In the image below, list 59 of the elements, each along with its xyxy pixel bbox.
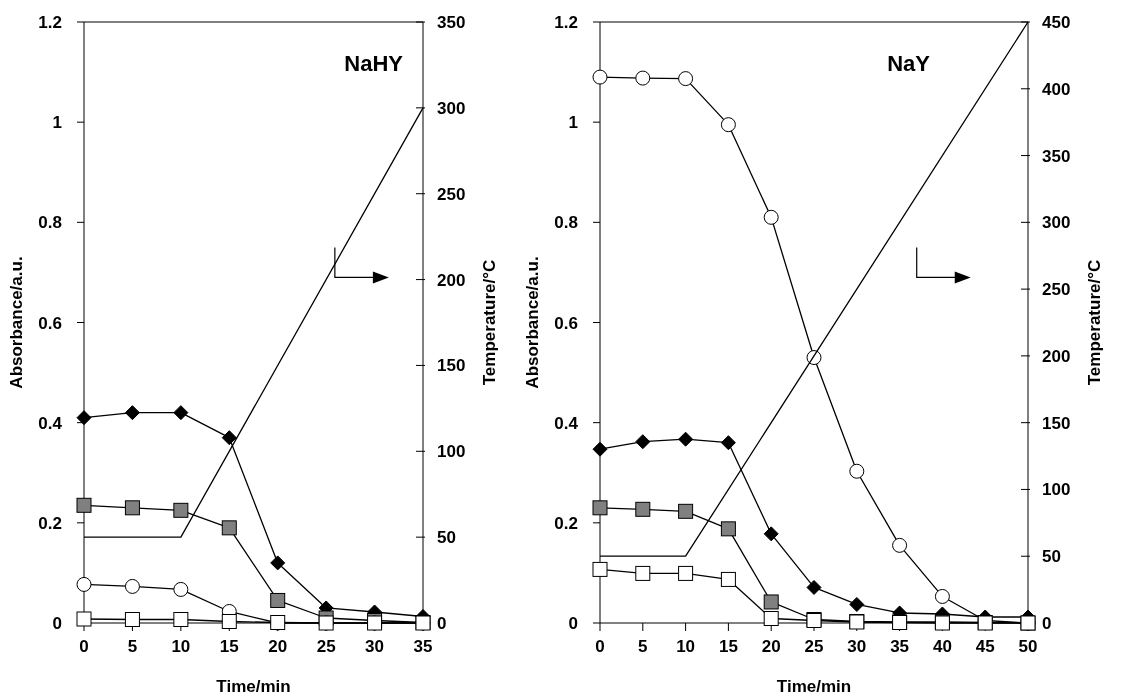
x-tick-label: 50 (1018, 637, 1038, 656)
y-tick-label: 0.4 (554, 413, 579, 433)
y-axis-title: Absorbance/a.u. (523, 256, 542, 389)
y-tick-label: 0.2 (38, 513, 62, 533)
x-tick-label: 0 (79, 637, 89, 656)
x-tick-label: 15 (219, 637, 239, 656)
y2-tick-label: 0 (1042, 614, 1052, 633)
y2-tick-label: 150 (1042, 413, 1071, 433)
y2-tick-label: 50 (437, 528, 456, 548)
text: NaY (887, 51, 931, 76)
y-tick-label: 1.2 (554, 13, 578, 32)
y2-tick-label: 400 (1042, 79, 1071, 99)
y-tick-label: 0.4 (38, 413, 63, 433)
y2-tick-label: 350 (1042, 146, 1071, 166)
y-tick-label: 0.6 (554, 313, 578, 333)
x-axis-title: Time/min (776, 677, 852, 696)
x-tick-label: 35 (413, 637, 433, 656)
y2-tick-label: 300 (1042, 213, 1071, 233)
y-tick-label: 0.8 (38, 213, 62, 233)
y-tick-label: 0.8 (554, 213, 578, 233)
y2-tick-label: 0 (437, 614, 447, 633)
x-axis-title: Time/min (216, 677, 291, 696)
x-tick-label: 30 (365, 637, 385, 656)
x-tick-label: 25 (316, 637, 336, 656)
x-tick-label: 10 (676, 637, 696, 656)
y2-tick-label: 200 (437, 270, 466, 290)
y2-tick-label: 150 (437, 356, 466, 376)
x-tick-label: 0 (595, 637, 605, 656)
y-tick-label: 1 (52, 113, 62, 133)
y2-tick-label: 50 (1042, 547, 1061, 567)
y-tick-label: 0.2 (554, 513, 578, 533)
y2-tick-label: 200 (1042, 346, 1071, 366)
x-tick-label: 20 (268, 637, 288, 656)
x-tick-label: 20 (761, 637, 781, 656)
text: NaHY (344, 51, 404, 76)
x-tick-label: 15 (718, 637, 738, 656)
x-tick-label: 10 (171, 637, 191, 656)
y2-axis-title: Temperature/°C (480, 259, 499, 386)
y2-tick-label: 350 (437, 13, 466, 32)
x-tick-label: 30 (847, 637, 867, 656)
y-tick-label: 0 (568, 614, 578, 633)
y2-tick-label: 300 (437, 98, 466, 118)
x-tick-label: 40 (932, 637, 952, 656)
y-axis-title: Absorbance/a.u. (7, 256, 26, 389)
x-tick-label: 25 (804, 637, 824, 656)
x-tick-label: 45 (975, 637, 995, 656)
y2-tick-label: 100 (437, 442, 466, 462)
y-tick-label: 1.2 (38, 13, 62, 32)
y2-tick-label: 450 (1042, 13, 1071, 32)
y2-tick-label: 250 (1042, 280, 1071, 300)
y-tick-label: 0.6 (38, 313, 62, 333)
y2-tick-label: 250 (437, 184, 466, 204)
y-tick-label: 0 (52, 614, 62, 633)
y2-tick-label: 100 (1042, 480, 1071, 500)
y2-axis-title: Temperature/°C (1085, 259, 1104, 386)
x-tick-label: 5 (127, 637, 138, 656)
y-tick-label: 1 (568, 113, 578, 133)
x-tick-label: 35 (890, 637, 910, 656)
x-tick-label: 5 (638, 637, 648, 656)
